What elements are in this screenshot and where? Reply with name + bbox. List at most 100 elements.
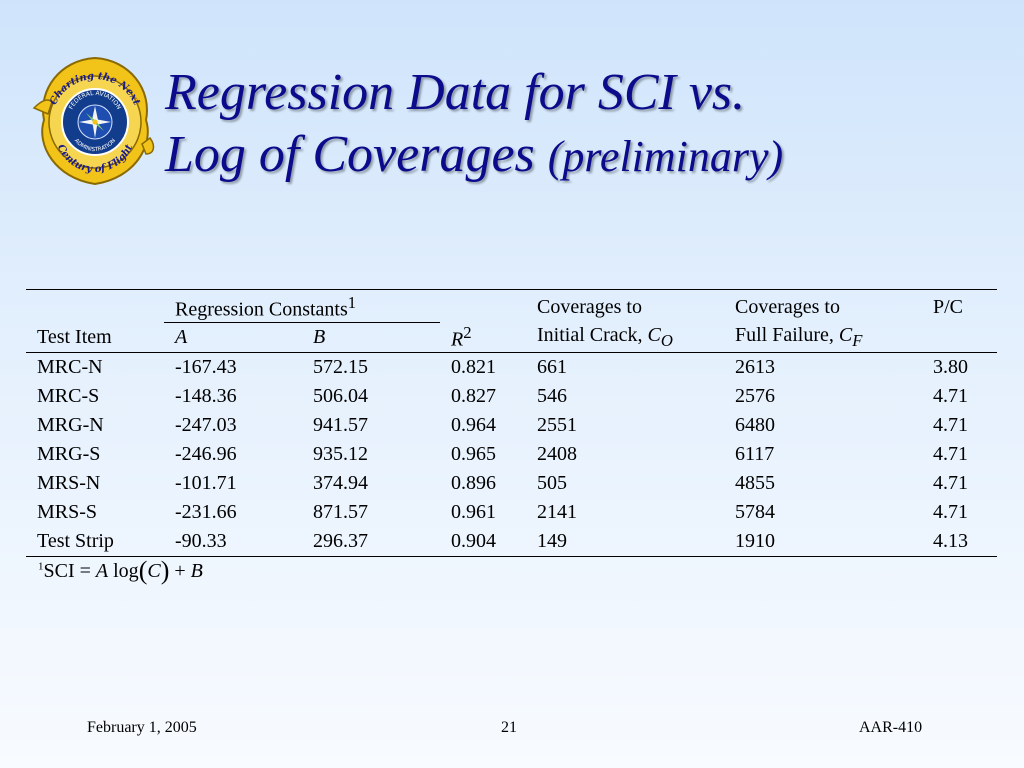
cell-b: 871.57: [313, 501, 368, 523]
cf-header-line1: Coverages to: [724, 289, 922, 323]
footer-date: February 1, 2005: [87, 719, 197, 736]
footnote-mark: 1: [347, 293, 357, 313]
cell-item: MRG-S: [37, 443, 101, 465]
cell-item: Test Strip: [26, 527, 164, 557]
cell-pc: 3.80: [933, 356, 968, 378]
cell-a: -167.43: [175, 356, 237, 378]
formula-equals: =: [74, 560, 96, 582]
formula-sci: SCI: [43, 560, 75, 582]
cell-r2: 0.961: [451, 501, 496, 523]
header-spacer: [26, 289, 164, 323]
a-header: A: [164, 322, 302, 353]
cell-pc: 4.71: [933, 443, 968, 465]
cell-co: 546: [537, 385, 567, 407]
table-row: MRG-N -247.03 941.57 0.964 2551 6480 4.71: [26, 411, 997, 440]
cell-cf: 1910: [724, 527, 922, 557]
b-header: B: [302, 322, 440, 353]
header-spacer: [922, 322, 997, 353]
cell-cf: 2576: [735, 385, 775, 407]
cell-pc: 4.71: [933, 385, 968, 407]
cell-pc: 4.71: [933, 501, 968, 523]
cell-co: 2408: [537, 443, 577, 465]
cell-r2: 0.821: [451, 356, 496, 378]
regression-table: Regression Constants1 Coverages to Cover…: [26, 289, 997, 557]
formula-rparen: ): [160, 556, 170, 585]
cell-a: -247.03: [175, 414, 237, 436]
table-row: MRS-N -101.71 374.94 0.896 505 4855 4.71: [26, 469, 997, 498]
cell-co: 2141: [537, 501, 577, 523]
r2-exponent: 2: [463, 322, 472, 342]
regression-constants-header: Regression Constants1: [164, 289, 440, 323]
cell-r2: 0.965: [451, 443, 496, 465]
cell-a: -231.66: [175, 501, 237, 523]
co-label: Initial Crack,: [537, 323, 648, 346]
title-line-2: Log of Coverages (preliminary): [165, 124, 1005, 188]
formula-log: log: [108, 560, 139, 582]
cell-pc: 4.71: [933, 472, 968, 494]
r2-symbol: R: [451, 328, 464, 351]
cell-a: -148.36: [175, 385, 237, 407]
cell-item: MRC-N: [37, 356, 103, 378]
cell-item: MRS-S: [37, 501, 98, 523]
footer-page-number: 21: [501, 719, 517, 736]
formula-b: B: [190, 560, 203, 582]
co-header-line2: Initial Crack, CO: [526, 322, 724, 353]
cell-b: 506.04: [313, 385, 368, 407]
cell-r2: 0.964: [451, 414, 496, 436]
cell-co: 505: [537, 472, 567, 494]
footnote-marker: 1: [38, 560, 44, 573]
slide-title: Regression Data for SCI vs. Log of Cover…: [165, 62, 1005, 188]
table-row: MRG-S -246.96 935.12 0.965 2408 6117 4.71: [26, 440, 997, 469]
formula-c: C: [147, 560, 161, 582]
faa-seal-logo: Charting the Next Century of Flight FEDE…: [30, 50, 160, 195]
table-row: MRS-S -231.66 871.57 0.961 2141 5784 4.71: [26, 498, 997, 527]
formula-plus: +: [169, 560, 191, 582]
cell-cf: 2613: [735, 356, 775, 378]
r2-header: R2: [440, 322, 526, 353]
cell-r2: 0.896: [451, 472, 496, 494]
cell-item: MRG-N: [37, 414, 104, 436]
table-body: MRC-N -167.43 572.15 0.821 661 2613 3.80 MRC-S -…: [26, 353, 997, 557]
cell-r2: 0.827: [451, 385, 496, 407]
cell-cf: 6117: [735, 443, 775, 465]
cf-label: Full Failure,: [735, 323, 839, 346]
header-spacer: [440, 289, 526, 323]
co-header-line1: Coverages to: [526, 289, 724, 323]
footnote-formula: 1SCI = A log(C) + B: [38, 556, 203, 586]
cf-subscript: F: [852, 330, 863, 350]
title-line-1: Regression Data for SCI vs.: [165, 64, 746, 121]
title-preliminary: (preliminary): [547, 132, 784, 181]
cell-item: MRS-N: [37, 472, 101, 494]
title-line-2-main: Log of Coverages: [165, 126, 535, 183]
cell-b: 941.57: [313, 414, 368, 436]
cell-co: 661: [537, 356, 567, 378]
table-header-row-1: Regression Constants1 Coverages to Cover…: [26, 289, 997, 323]
table-row: MRC-S -148.36 506.04 0.827 546 2576 4.71: [26, 382, 997, 411]
test-item-header: Test Item: [26, 322, 164, 353]
cell-cf: 5784: [735, 501, 775, 523]
regression-constants-label: Regression Constants: [175, 298, 348, 321]
cf-header-line2: Full Failure, CF: [724, 322, 922, 353]
co-symbol: C: [647, 323, 661, 346]
table-row: MRC-N -167.43 572.15 0.821 661 2613 3.80: [26, 353, 997, 383]
cell-pc: 4.13: [922, 527, 997, 557]
formula-lparen: (: [138, 556, 148, 585]
co-subscript: O: [660, 330, 673, 350]
faa-seal-icon: Charting the Next Century of Flight FEDE…: [32, 56, 155, 186]
cell-item: MRC-S: [37, 385, 100, 407]
cell-b: 296.37: [302, 527, 440, 557]
pc-header: P/C: [922, 289, 997, 323]
cell-b: 935.12: [313, 443, 368, 465]
cell-b: 572.15: [313, 356, 368, 378]
cell-co: 149: [526, 527, 724, 557]
cell-cf: 4855: [735, 472, 775, 494]
table-row: Test Strip -90.33 296.37 0.904 149 1910 4.13: [26, 527, 997, 557]
formula-a: A: [95, 560, 109, 582]
cell-co: 2551: [537, 414, 577, 436]
cf-symbol: C: [838, 323, 853, 346]
cell-pc: 4.71: [933, 414, 968, 436]
cell-a: -246.96: [175, 443, 237, 465]
table-header-row-2: Test Item A B R2 Initial Crack, CO Full …: [26, 322, 997, 353]
cell-b: 374.94: [313, 472, 368, 494]
cell-a: -90.33: [164, 527, 302, 557]
